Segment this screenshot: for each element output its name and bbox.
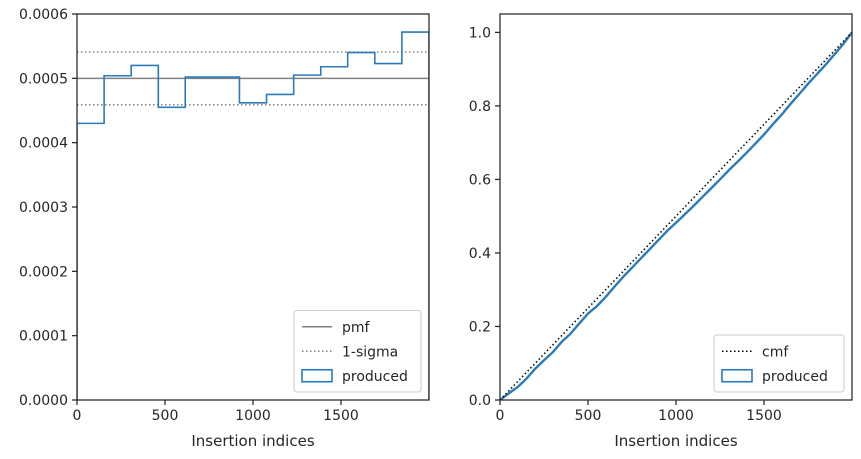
y-tick-label: 0.0004 [19,136,68,152]
legend-box [713,334,845,393]
y-tick-label: 0.6 [469,172,491,188]
legend-box [293,310,422,393]
y-tick-label: 0.0005 [19,71,68,87]
x-axis-label: Insertion indices [191,432,314,450]
x-axis-label: Insertion indices [614,432,737,450]
y-tick-label: 0.0000 [19,393,68,409]
y-tick-label: 0.8 [469,99,491,115]
legend-label: 1-sigma [342,344,398,360]
y-tick-label: 0.2 [469,319,491,335]
right-chart-cmf: 0 500 1000 1500 0.0 0.2 0.4 0.6 0.8 1.0 Insertion … [469,13,853,450]
y-tick-label: 0.4 [469,246,491,262]
x-tick-label: 500 [575,408,602,424]
y-tick-label: 0.0002 [19,264,68,280]
y-tick-label: 0.0 [469,393,491,409]
x-tick-label: 1500 [746,408,782,424]
legend-swatch-box [721,368,753,383]
legend-entry-pmf: pmf [302,320,371,336]
x-tick-label: 1000 [235,408,271,424]
legend-entry-produced: produced [721,368,828,385]
left-chart-pmf-histogram: 0 500 1000 1500 0.0000 0.0001 0.0002 0.0003 0.00… [19,7,430,450]
x-tick-label: 0 [73,408,82,424]
y-tick-label: 0.0003 [19,200,68,216]
x-tick-label: 1000 [658,408,694,424]
cmf-line [500,31,852,400]
legend-label: cmf [762,344,789,360]
produced-step-histogram [77,31,429,400]
y-tick-label: 1.0 [469,25,491,41]
legend-label: produced [342,369,408,385]
y-tick-label: 0.0006 [19,7,68,23]
x-tick-label: 500 [152,408,179,424]
legend-label: produced [762,369,828,385]
plot-area [77,31,429,400]
legend-swatch-box [301,368,333,383]
legend: pmf 1-sigma produced [293,310,422,393]
legend-label: pmf [342,320,371,336]
legend-entry-produced: produced [301,368,408,385]
y-tick-label: 0.0001 [19,329,68,345]
x-tick-label: 1500 [323,408,359,424]
legend: cmf produced [713,334,845,393]
x-tick-label: 0 [496,408,505,424]
plot-area [500,31,852,400]
produced-cumulative-line [500,31,852,400]
legend-entry-1-sigma: 1-sigma [302,344,398,360]
legend-entry-cmf: cmf [722,344,789,360]
